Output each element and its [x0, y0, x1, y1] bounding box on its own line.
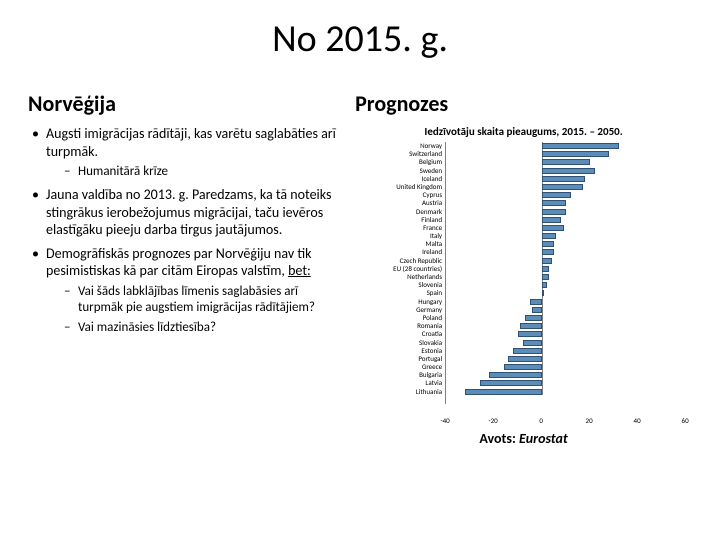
bar [530, 299, 542, 305]
page-title: No 2015. g. [28, 16, 692, 62]
bar-row [446, 281, 685, 289]
bar [480, 380, 542, 386]
bar-row [446, 167, 685, 175]
bar [542, 168, 595, 174]
bar-row [446, 289, 685, 297]
bar-row [446, 388, 685, 396]
bullet-item: Demogrāfiskās prognozes par Norvēģiju na… [32, 245, 345, 337]
bar [542, 266, 549, 272]
source-label: Avots: [479, 430, 515, 447]
bar [542, 176, 585, 182]
sub-bullet-item: Vai šāds labklājības līmenis saglabāsies… [64, 284, 345, 317]
bullet-item: Jauna valdība no 2013. g. Paredzams, ka … [32, 186, 345, 239]
bullet-list: Augsti imigrācijas rādītāji, kas varētu … [28, 125, 345, 337]
x-tick: -40 [440, 416, 449, 425]
bar [542, 143, 619, 149]
bar [518, 331, 542, 337]
bar [542, 249, 554, 255]
bar-row [446, 216, 685, 224]
bar [542, 241, 554, 247]
bar [542, 282, 547, 288]
chart-bars [445, 142, 685, 404]
sub-bullet-list: Vai šāds labklājības līmenis saglabāsies… [46, 284, 345, 337]
bar [532, 307, 542, 313]
bullet-item: Augsti imigrācijas rādītāji, kas varētu … [32, 125, 345, 180]
bar-row [446, 150, 685, 158]
right-subtitle: Prognozes [355, 90, 692, 117]
x-tick: 40 [634, 416, 641, 425]
chart-source: Avots: Eurostat [355, 430, 692, 447]
chart-title: Iedzīvotāju skaita pieaugums, 2015. – 20… [355, 125, 692, 138]
bar [523, 340, 542, 346]
bar [542, 274, 549, 280]
bar-row [446, 257, 685, 265]
bar-row [446, 379, 685, 387]
bar [542, 159, 590, 165]
bar-row [446, 232, 685, 240]
x-tick: -20 [488, 416, 497, 425]
x-tick: 60 [682, 416, 689, 425]
bar [520, 323, 542, 329]
bar-row [446, 142, 685, 150]
bar-row [446, 191, 685, 199]
bar [542, 225, 564, 231]
bar [542, 233, 556, 239]
x-tick: 0 [539, 416, 543, 425]
chart-labels: NorwaySwitzerlandBelgiumSwedenIcelandUni… [355, 142, 445, 404]
sub-bullet-item: Humanitārā krīze [64, 164, 345, 180]
bar-row [446, 322, 685, 330]
bar [504, 364, 542, 370]
bar-row [446, 224, 685, 232]
bar-row [446, 240, 685, 248]
bar-row [446, 355, 685, 363]
bar [542, 258, 552, 264]
bar [508, 356, 542, 362]
bar [465, 389, 542, 395]
bar [542, 209, 566, 215]
population-chart: NorwaySwitzerlandBelgiumSwedenIcelandUni… [355, 142, 692, 404]
bar-row [446, 273, 685, 281]
bar [542, 151, 609, 157]
bar [542, 290, 544, 296]
bar-row [446, 306, 685, 314]
sub-bullet-list: Humanitārā krīze [46, 164, 345, 180]
left-column: Norvēģija Augsti imigrācijas rādītāji, k… [28, 90, 345, 447]
left-subtitle: Norvēģija [28, 90, 345, 117]
right-column: Prognozes Iedzīvotāju skaita pieaugums, … [355, 90, 692, 447]
bar-row [446, 339, 685, 347]
bar [542, 192, 571, 198]
bar [489, 372, 542, 378]
chart-label: Lithuania [355, 388, 445, 396]
bar-row [446, 175, 685, 183]
bar-row [446, 371, 685, 379]
bar-row [446, 330, 685, 338]
bar-row [446, 183, 685, 191]
bar-row [446, 208, 685, 216]
bar [525, 315, 542, 321]
sub-bullet-item: Vai mazināsies līdztiesība? [64, 320, 345, 336]
bar [513, 348, 542, 354]
x-tick: 20 [586, 416, 593, 425]
bar [542, 200, 566, 206]
bar-row [446, 199, 685, 207]
source-name: Eurostat [519, 430, 568, 447]
bar [542, 217, 561, 223]
bar-row [446, 363, 685, 371]
bar-row [446, 248, 685, 256]
bar-row [446, 347, 685, 355]
bar-row [446, 314, 685, 322]
columns: Norvēģija Augsti imigrācijas rādītāji, k… [28, 90, 692, 447]
bar-row [446, 298, 685, 306]
bar-row [446, 158, 685, 166]
bar [542, 184, 583, 190]
bar-row [446, 265, 685, 273]
